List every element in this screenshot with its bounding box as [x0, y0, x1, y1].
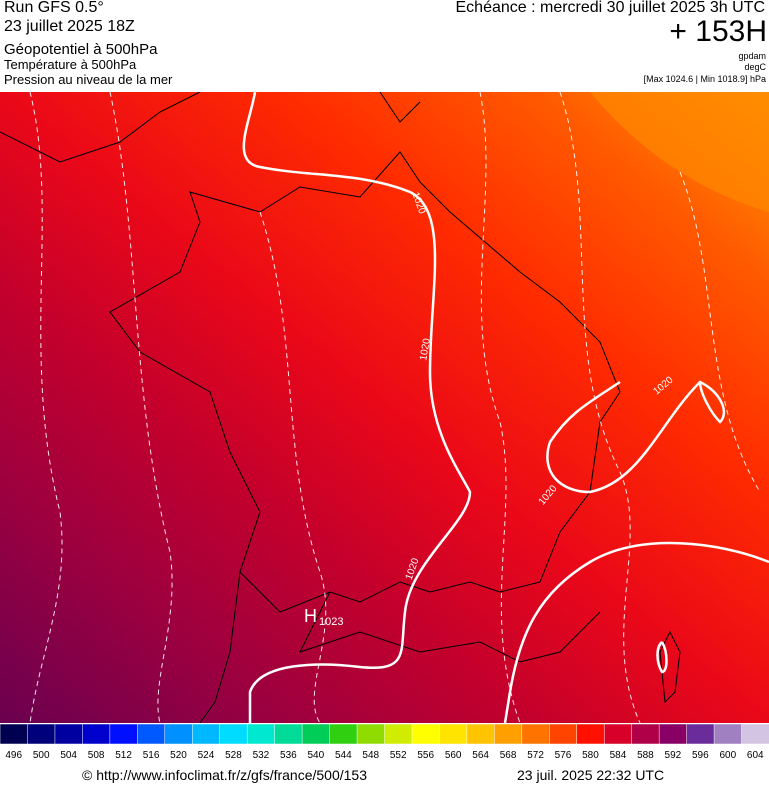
colorbar: 496 500 504 508 512 516 520 524 528 532 536 540 544 5… — [0, 724, 769, 761]
colorbar-label: 580 — [582, 750, 599, 761]
color-swatch — [137, 724, 166, 745]
color-swatch — [631, 724, 660, 745]
run-date: 23 juillet 2025 18Z — [4, 18, 135, 35]
colorbar-label: 604 — [747, 750, 764, 761]
color-swatch — [384, 724, 413, 745]
color-swatch — [164, 724, 194, 745]
field: Température à 500hPa — [4, 57, 137, 72]
colorbar-label: 572 — [527, 750, 544, 761]
source: © http://www.infoclimat.fr/z/gfs/france/… — [82, 767, 367, 783]
color-swatch — [219, 724, 248, 745]
colorbar-label: 556 — [417, 750, 434, 761]
color-swatch — [603, 724, 633, 745]
field: Géopotentiel à 500hPa — [4, 41, 158, 58]
color-swatch — [109, 724, 139, 745]
color-swatch — [713, 724, 743, 745]
color-swatch — [329, 724, 358, 745]
coastlines — [0, 92, 681, 723]
color-swatch — [494, 724, 523, 745]
colorbar-label: 568 — [500, 750, 517, 761]
color-swatch — [686, 724, 715, 745]
range: [Max 1024.6 | Min 1018.9] hPa — [643, 74, 766, 84]
colorbar-label: 588 — [637, 750, 654, 761]
contour-label: 1020 — [418, 337, 433, 361]
background — [0, 92, 769, 723]
color-swatch — [301, 724, 331, 745]
color-swatch — [0, 724, 29, 745]
color-swatch — [192, 724, 221, 745]
colorbar-label: 524 — [198, 750, 215, 761]
color-swatch — [356, 724, 386, 745]
color-swatch — [411, 724, 441, 745]
colorbar-label: 548 — [362, 750, 379, 761]
colorbar-label: 596 — [692, 750, 709, 761]
colorbar-label: 584 — [610, 750, 627, 761]
colorbar-label: 520 — [170, 750, 187, 761]
colorbar-label: 516 — [143, 750, 160, 761]
color-swatch — [741, 724, 769, 745]
warm-band — [590, 92, 769, 212]
colorbar-label: 592 — [665, 750, 682, 761]
colorbar-label: 508 — [88, 750, 105, 761]
run: Run GFS 0.5° — [4, 0, 104, 16]
temperature-isotherms — [29, 92, 761, 723]
colorbar-label: 552 — [390, 750, 407, 761]
color-swatch — [576, 724, 605, 745]
colorbar-label: 504 — [60, 750, 77, 761]
colorbar-label: 576 — [555, 750, 572, 761]
colorbar-label: 528 — [225, 750, 242, 761]
high-value: 1023 — [319, 616, 343, 628]
unit: gpdam — [738, 51, 766, 61]
unit: degC — [744, 62, 766, 72]
color-swatch — [549, 724, 578, 745]
colorbar-label: 536 — [280, 750, 297, 761]
color-swatch — [82, 724, 111, 745]
lead-time: + 153H — [669, 15, 767, 48]
isobars — [242, 92, 769, 723]
colorbar-label: 532 — [253, 750, 270, 761]
timestamp: 23 juil. 2025 22:32 UTC — [517, 767, 665, 783]
color-swatch — [439, 724, 468, 745]
color-swatch — [27, 724, 56, 745]
color-swatch — [246, 724, 276, 745]
colorbar-label: 512 — [115, 750, 132, 761]
color-swatch — [521, 724, 551, 745]
color-swatch — [466, 724, 496, 745]
colorbar-label: 496 — [5, 750, 22, 761]
field: Pression au niveau de la mer — [4, 72, 173, 87]
colorbar-label: 560 — [445, 750, 462, 761]
echeance: Echéance : mercredi 30 juillet 2025 3h U… — [455, 0, 766, 16]
colorbar-label: 564 — [472, 750, 489, 761]
colorbar-label: 600 — [719, 750, 736, 761]
color-swatch — [658, 724, 688, 745]
color-swatch — [274, 724, 303, 745]
colorbar-label: 544 — [335, 750, 352, 761]
colorbar-label: 540 — [307, 750, 324, 761]
high-symbol: H — [304, 606, 317, 626]
color-swatch — [54, 724, 84, 745]
colorbar-label: 500 — [33, 750, 50, 761]
